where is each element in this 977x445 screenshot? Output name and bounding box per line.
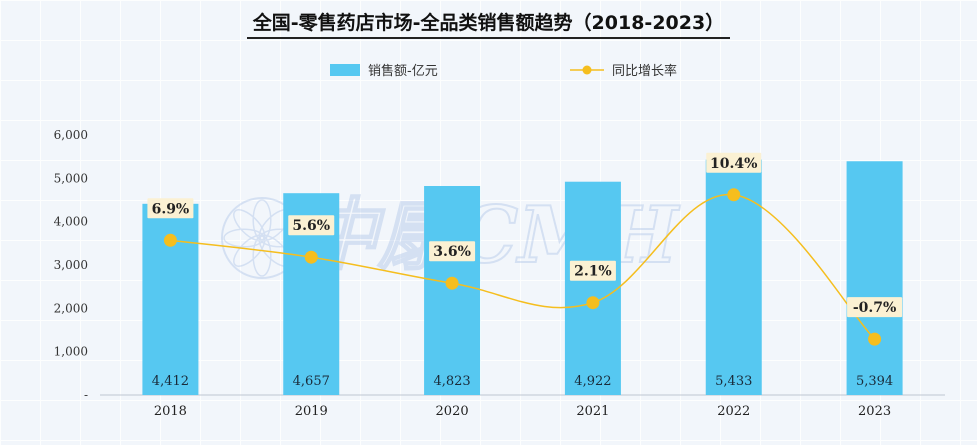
growth-value-label: 6.9% [152,201,190,217]
y-tick-label: 1,000 [54,345,88,359]
watermark-logo-petal [233,234,266,267]
growth-point [163,233,177,247]
x-tick-label: 2018 [154,404,187,419]
bar [142,203,199,395]
bar-value-label: 4,657 [293,374,330,389]
legend-swatch-bar [330,63,360,76]
growth-label-box [847,297,903,318]
growth-point [868,332,882,346]
growth-label-box [706,152,762,173]
x-tick-label: 2020 [436,404,469,419]
bar-value-label: 5,394 [856,374,893,389]
bar-value-label: 4,412 [152,374,189,389]
x-tick-label: 2019 [295,404,328,419]
growth-label-box [147,198,194,219]
watermark-logo-petal [252,199,272,241]
x-tick-label: 2023 [858,404,891,419]
legend-label-sales: 销售额-亿元 [368,64,438,79]
legend-item-sales: 销售额-亿元 [330,60,438,79]
bar [424,186,481,395]
x-tick-label: 2022 [717,404,750,419]
y-tick-label: 2,000 [54,301,88,315]
chart-title: 全国-零售药店市场-全品类销售额趋势（2018-2023） [0,8,977,39]
growth-point [586,296,600,310]
bar-value-label: 4,922 [574,374,611,389]
growth-value-label: -0.7% [853,300,896,316]
bar [846,161,903,395]
growth-point [445,276,459,290]
growth-value-label: 3.6% [433,244,471,260]
y-tick-label: 6,000 [54,128,88,142]
watermark-logo-petal [223,228,265,248]
legend-item-growth: 同比增长率 [570,60,677,79]
x-tick-label: 2021 [576,404,609,419]
y-tick-label: 3,000 [54,258,88,272]
watermark-logo-petal [233,209,266,242]
y-tick-label: - [84,388,88,402]
legend-swatch-line [570,65,604,74]
growth-label-box [288,215,335,236]
growth-value-label: 5.6% [292,218,330,234]
y-tick-label: 4,000 [54,215,88,229]
bar [564,181,621,395]
growth-value-label: 10.4% [710,156,757,172]
watermark-logo-petal [252,235,272,277]
bar-value-label: 4,823 [433,374,470,389]
bar-value-label: 5,433 [715,374,752,389]
growth-point [304,250,318,264]
watermark-text: 中康CMH [300,190,680,281]
y-tick-label: 5,000 [54,171,88,185]
growth-point [727,188,741,202]
growth-label-box [569,260,616,281]
legend-label-growth: 同比增长率 [612,64,678,79]
growth-label-box [429,241,476,262]
growth-value-label: 2.1% [574,264,612,280]
